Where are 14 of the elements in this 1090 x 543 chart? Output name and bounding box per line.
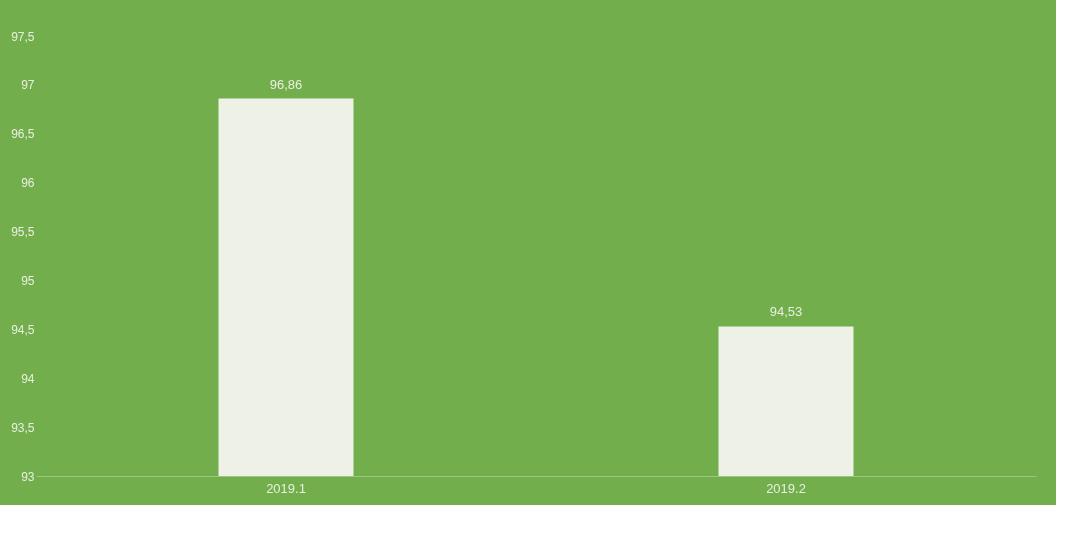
y-tick-label: 96,5 (11, 127, 35, 142)
x-tick-label: 2019.2 (766, 480, 806, 496)
data-label: 94,53 (769, 304, 803, 320)
y-tick-label: 97 (21, 78, 35, 93)
y-tick-label: 95,5 (11, 225, 35, 240)
y-tick-label: 96 (21, 176, 35, 191)
x-tick-label: 2019.1 (266, 480, 306, 496)
y-tick-label: 95 (21, 273, 35, 288)
y-tick-label: 94,5 (11, 322, 35, 337)
y-tick-label: 93 (21, 469, 35, 484)
y-tick-label: 94 (21, 371, 35, 386)
y-tick-label: 93,5 (11, 420, 35, 435)
data-label: 96,86 (269, 76, 303, 92)
y-tick-label: 97,5 (11, 29, 35, 44)
